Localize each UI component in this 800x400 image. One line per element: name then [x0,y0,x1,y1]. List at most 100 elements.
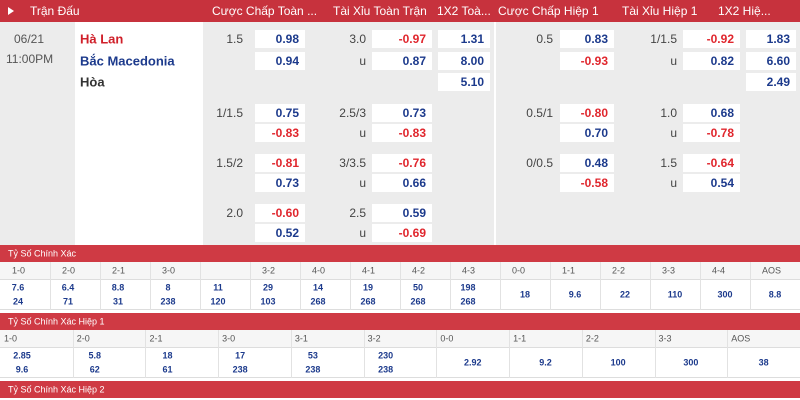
score-odds[interactable]: 300 [683,357,699,368]
odds-value[interactable]: 0.94 [275,53,299,68]
score-odds[interactable]: 6.4 [61,282,75,293]
score-odds[interactable]: 110 [667,289,683,300]
score-odds[interactable]: 18 [162,350,173,361]
odds-value[interactable]: 0.70 [584,126,608,140]
column-header[interactable]: Tài Xỉu Toàn Trận [333,4,427,18]
odds-value[interactable]: -0.83 [271,126,299,140]
handicap-line: 2.0 [226,206,243,220]
odds-value[interactable]: 0.73 [275,176,299,190]
score-odds[interactable]: 5.8 [88,350,101,361]
odds-value[interactable]: 0.66 [402,176,426,190]
match-date: 06/21 [14,32,45,46]
score-odds[interactable]: 8.8 [111,282,125,293]
score-odds[interactable]: 7.6 [11,282,25,293]
score-odds[interactable]: 31 [112,296,124,307]
odds-value[interactable]: -0.60 [271,206,299,220]
column-header[interactable]: Cược Chấp Hiệp 1 [498,4,599,18]
score-label: 2-1 [112,265,126,276]
score-divider [436,330,438,378]
score-divider [400,262,401,310]
odds-value[interactable]: 0.48 [584,156,608,170]
odds-value[interactable]: -0.80 [580,106,608,120]
odds-value[interactable]: 6.60 [766,53,790,68]
score-odds[interactable]: 238 [378,364,394,375]
odds-value[interactable]: 0.68 [710,106,734,120]
score-odds[interactable]: 19 [362,282,374,293]
score-odds[interactable]: 62 [89,364,100,375]
odds-value[interactable]: -0.69 [398,226,426,240]
odds-value[interactable]: 0.75 [275,106,299,120]
score-odds[interactable]: 100 [610,357,626,368]
collapse-icon[interactable] [8,7,14,15]
score-odds[interactable]: 2.92 [463,357,482,368]
score-odds[interactable]: 9.6 [15,364,29,375]
score-odds[interactable]: 22 [619,289,631,300]
odds-value[interactable]: -0.81 [271,156,299,170]
score-odds[interactable]: 18 [519,289,531,300]
odds-cell [560,104,614,122]
odds-value[interactable]: 0.73 [402,106,426,120]
odds-value[interactable]: 1.83 [766,32,790,46]
score-label: AOS [762,265,782,276]
column-header[interactable]: Trận Đấu [30,4,80,18]
score-odds[interactable]: 8.8 [768,289,782,300]
odds-cell [683,104,740,122]
odds-value[interactable]: -0.97 [398,32,426,46]
column-header[interactable]: Tài Xỉu Hiệp 1 [622,4,698,18]
home-team[interactable]: Hà Lan [80,31,124,47]
score-odds[interactable]: 53 [307,350,318,361]
column-header[interactable]: 1X2 Toà... [437,4,491,18]
odds-value[interactable]: 0.52 [275,226,299,240]
odds-value[interactable]: 5.10 [460,75,484,89]
score-odds[interactable]: 103 [260,296,276,307]
score-odds[interactable]: 14 [312,282,324,293]
odds-value[interactable]: -0.92 [706,32,734,46]
score-odds[interactable]: 17 [235,350,246,361]
score-odds[interactable]: 50 [412,282,424,293]
odds-value[interactable]: 1.31 [460,32,484,46]
odds-value[interactable]: 0.83 [584,32,608,46]
column-header[interactable]: Cược Chấp Toàn ... [212,4,318,18]
score-odds[interactable]: 268 [360,296,376,307]
score-odds[interactable]: 238 [305,364,321,375]
score-odds[interactable]: 120 [210,296,226,307]
score-odds[interactable]: 268 [460,296,476,307]
score-odds[interactable]: 268 [410,296,426,307]
score-odds[interactable]: 9.2 [539,357,552,368]
odds-value[interactable]: 0.82 [710,53,734,68]
away-team[interactable]: Bắc Macedonia [80,53,175,69]
score-odds[interactable]: 268 [310,296,326,307]
score-odds[interactable]: 300 [717,289,733,300]
odds-cell [372,124,432,142]
score-odds[interactable]: 8 [165,282,171,293]
odds-value[interactable]: 0.98 [275,32,299,46]
odds-value[interactable]: -0.78 [706,126,734,140]
odds-value[interactable]: -0.83 [398,126,426,140]
score-odds[interactable]: 29 [262,282,274,293]
odds-value[interactable]: 0.59 [402,206,426,220]
column-header[interactable]: 1X2 Hiệ... [718,4,771,18]
score-odds[interactable]: 238 [232,364,248,375]
odds-value[interactable]: -0.93 [580,53,608,68]
score-odds[interactable]: 61 [162,364,173,375]
score-odds[interactable]: 11 [213,282,223,293]
score-odds[interactable]: 9.6 [568,289,582,300]
odds-value[interactable]: -0.76 [398,156,426,170]
handicap-line: u [359,126,366,140]
odds-value[interactable]: 8.00 [460,53,484,68]
score-odds[interactable]: 198 [460,282,476,293]
score-odds[interactable]: 38 [758,357,769,368]
score-odds[interactable]: 24 [12,296,24,307]
score-odds[interactable]: 230 [378,350,394,361]
odds-value[interactable]: -0.58 [580,176,608,190]
odds-value[interactable]: 0.54 [710,176,734,190]
score-odds[interactable]: 238 [160,296,176,307]
odds-cell [255,30,305,48]
odds-value[interactable]: 2.49 [766,75,790,89]
score-divider [550,262,551,310]
score-odds[interactable]: 2.85 [13,350,31,361]
score-divider [250,262,251,310]
odds-value[interactable]: -0.64 [706,156,734,170]
odds-value[interactable]: 0.87 [402,53,426,68]
score-odds[interactable]: 71 [62,296,74,307]
